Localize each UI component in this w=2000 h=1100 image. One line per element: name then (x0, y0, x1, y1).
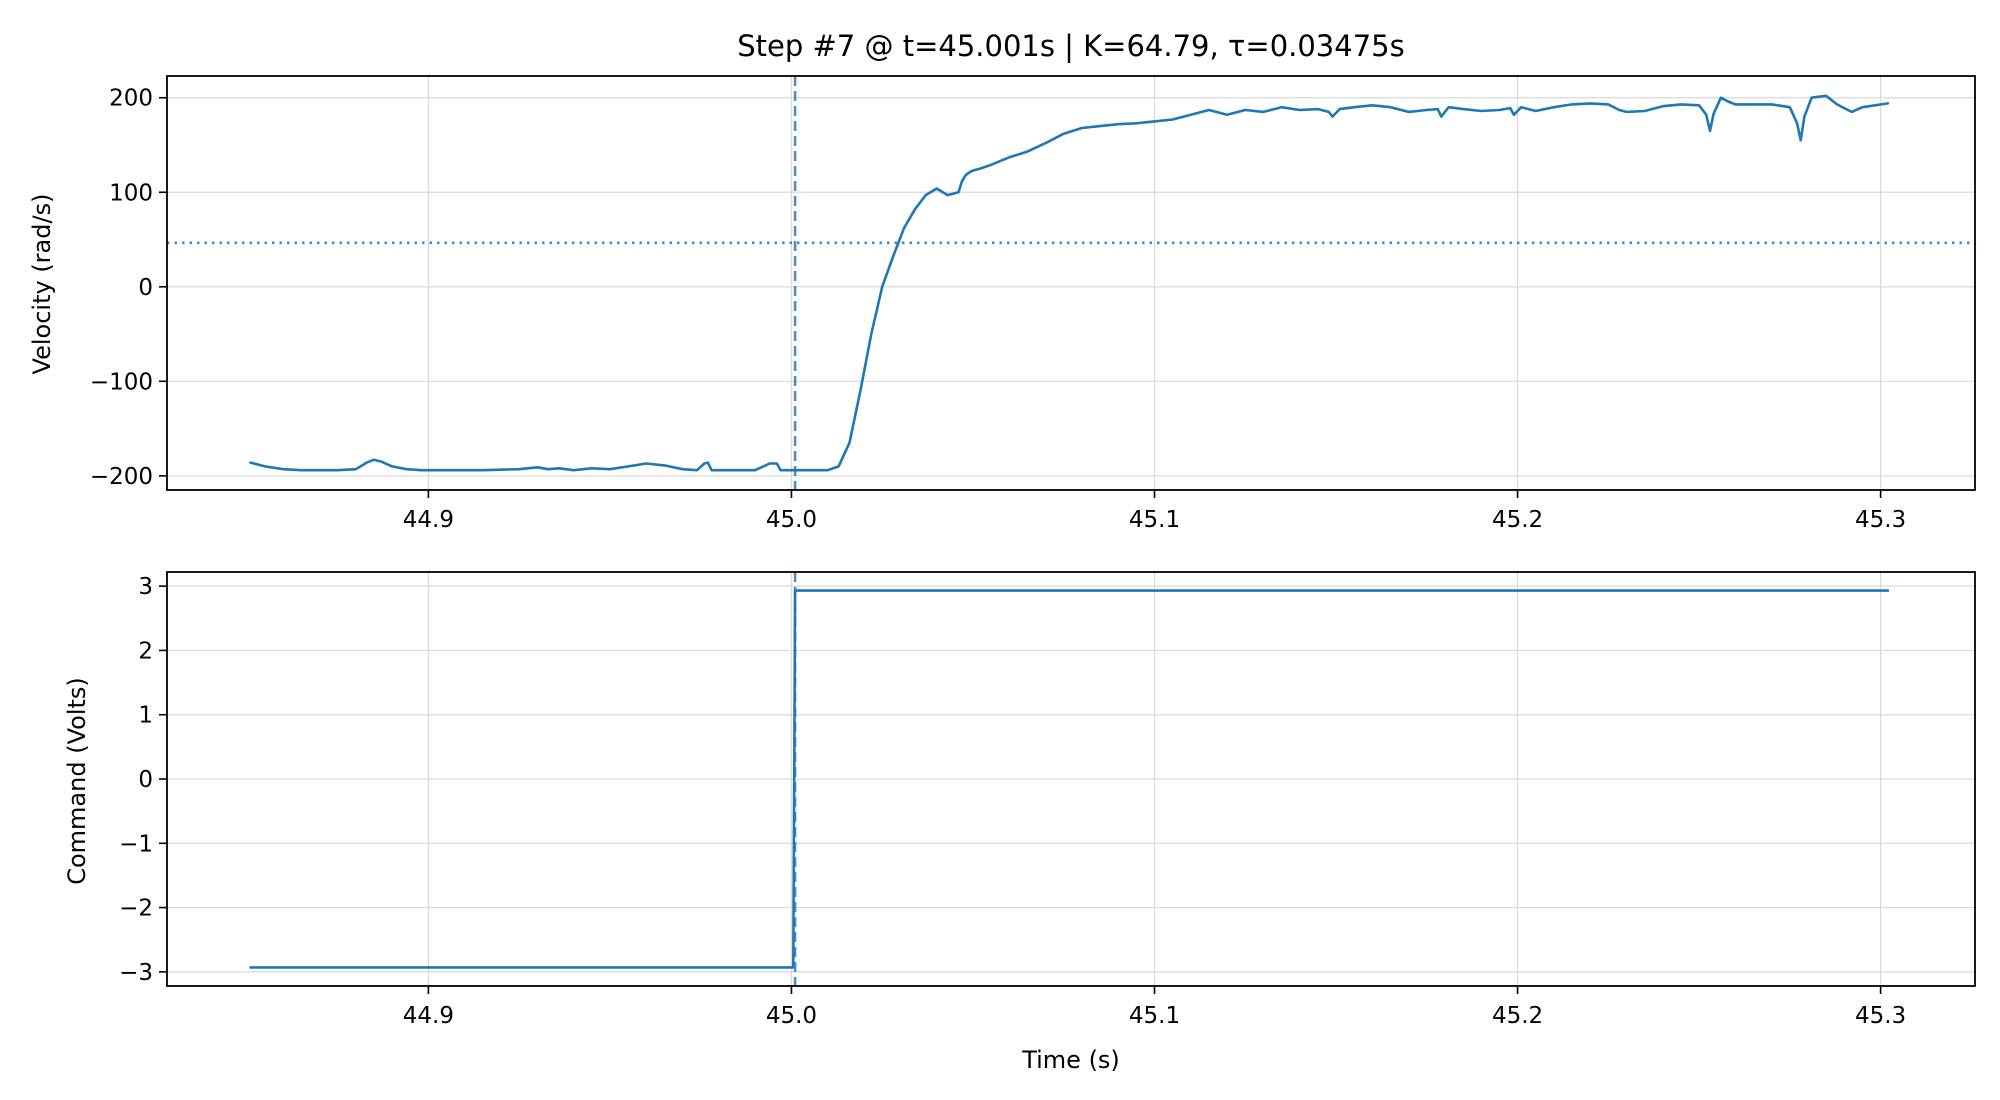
velocity-x-tick-label-3: 45.2 (1492, 507, 1543, 533)
command-y-tick-label-3: 0 (138, 767, 153, 793)
velocity-y-tick-label-2: 0 (138, 275, 153, 301)
command-y-tick-label-1: −2 (119, 896, 153, 922)
command-x-tick-label-3: 45.2 (1492, 1003, 1543, 1029)
velocity-x-tick-label-1: 45.0 (766, 507, 817, 533)
time-x-axis-label: Time (s) (1021, 1046, 1120, 1074)
velocity-y-axis-label: Velocity (rad/s) (28, 194, 56, 375)
velocity-series-line (249, 94, 1890, 472)
command-y-tick-label-6: 3 (138, 574, 153, 600)
command-x-tick-label-2: 45.1 (1129, 1003, 1180, 1029)
command-x-tick-label-4: 45.3 (1855, 1003, 1906, 1029)
command-y-tick-label-2: −1 (119, 831, 153, 857)
velocity-y-tick-label-3: 100 (109, 180, 153, 206)
velocity-x-tick-label-0: 44.9 (403, 507, 454, 533)
command-y-tick-label-5: 2 (138, 638, 153, 664)
velocity-x-tick-label-4: 45.3 (1855, 507, 1906, 533)
command-panel: Command (Volts) Time (s) 44.9 45.0 45.1 45.… (63, 571, 1976, 1074)
velocity-plot-frame (166, 75, 1976, 491)
command-x-tick-label-1: 45.0 (766, 1003, 817, 1029)
command-y-axis-label: Command (Volts) (63, 677, 91, 885)
command-x-tick-label-0: 44.9 (403, 1003, 454, 1029)
velocity-y-tick-label-0: −200 (90, 464, 153, 490)
velocity-y-tick-label-1: −100 (90, 369, 153, 395)
velocity-panel: Velocity (rad/s) 44.9 45.0 45.1 45.2 45.3 −20… (28, 75, 1976, 533)
command-y-tick-label-4: 1 (138, 703, 153, 729)
command-y-tick-label-0: −3 (119, 960, 153, 986)
velocity-x-tick-label-2: 45.1 (1129, 507, 1180, 533)
velocity-y-tick-label-4: 200 (109, 86, 153, 112)
chart-title: Step #7 @ t=45.001s | K=64.79, τ=0.03475… (737, 29, 1404, 63)
command-series-line (249, 589, 1890, 969)
